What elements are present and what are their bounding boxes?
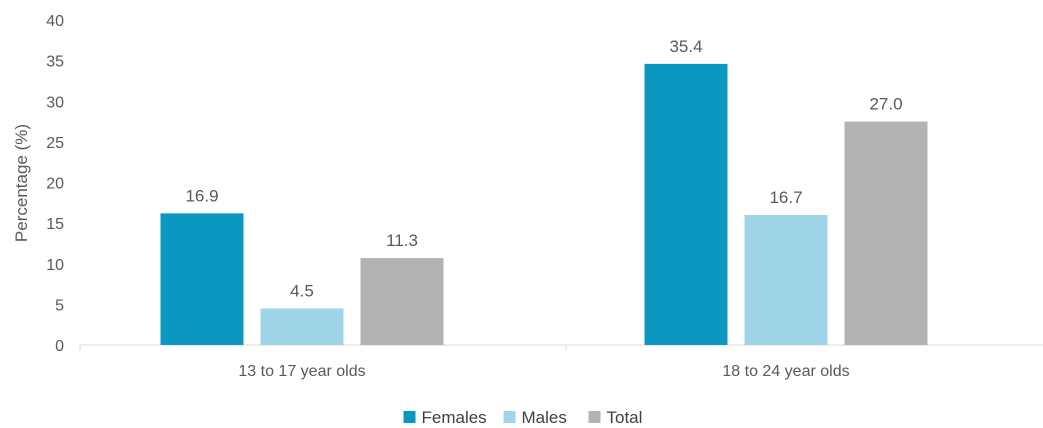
bar-males-1 — [260, 308, 344, 345]
data-label: 27.0 — [869, 95, 902, 114]
y-axis-label: Percentage (%) — [12, 124, 31, 242]
data-label: 4.5 — [290, 281, 314, 300]
legend-swatch-total — [588, 411, 601, 423]
legend-label-total: Total — [607, 408, 643, 427]
bar-total-2 — [844, 121, 928, 345]
legend-label-males: Males — [522, 408, 567, 427]
legend: Females Males Total — [403, 408, 643, 427]
x-tick-label: 18 to 24 year olds — [722, 363, 849, 380]
bar-total-1 — [360, 258, 444, 345]
x-tick-label: 13 to 17 year olds — [238, 363, 365, 380]
bar-females-1 — [160, 213, 244, 345]
legend-swatch-females — [403, 411, 416, 423]
data-label: 16.9 — [185, 186, 218, 205]
data-label: 16.7 — [769, 188, 802, 207]
x-tick-labels: 13 to 17 year olds 18 to 24 year olds — [238, 363, 849, 380]
y-tick-label: 10 — [46, 257, 64, 274]
y-tick-label: 30 — [46, 94, 64, 111]
y-tick-labels: 0 5 10 15 20 25 30 35 40 — [46, 13, 64, 355]
y-tick-label: 15 — [46, 216, 64, 233]
data-label: 35.4 — [669, 37, 702, 56]
y-tick-label: 0 — [55, 338, 64, 355]
bars-group: 16.9 35.4 4.5 16.7 11.3 27.0 — [160, 37, 928, 345]
bar-females-2 — [644, 63, 728, 345]
legend-swatch-males — [503, 411, 516, 423]
y-tick-label: 40 — [46, 13, 64, 30]
legend-label-females: Females — [422, 408, 487, 427]
y-tick-label: 20 — [46, 176, 64, 193]
y-tick-label: 5 — [55, 297, 64, 314]
data-label: 11.3 — [386, 231, 418, 250]
y-tick-label: 35 — [46, 54, 64, 71]
bar-males-2 — [744, 215, 828, 345]
y-tick-label: 25 — [46, 135, 64, 152]
